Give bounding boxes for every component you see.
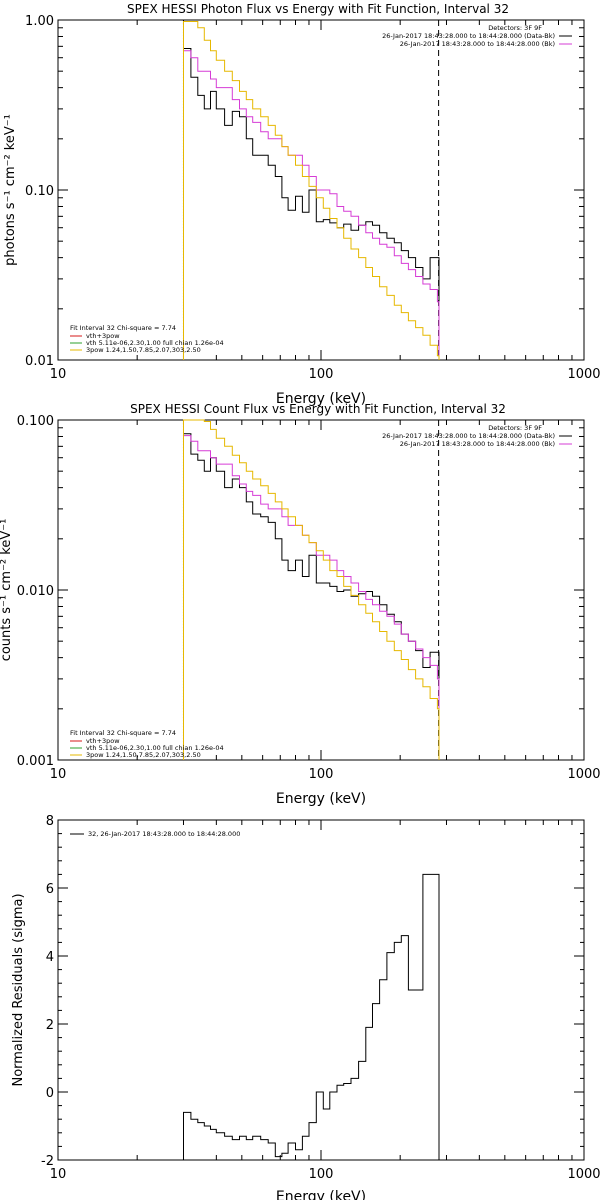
y-axis-label: photons s⁻¹ cm⁻² keV⁻¹ bbox=[3, 114, 18, 266]
plot-frame bbox=[57, 419, 585, 761]
top-legend-entry-label: 26-Jan-2017 18:43:28.000 to 18:44:28.000… bbox=[400, 40, 555, 48]
residuals-panel: Energy (keV) Normalized Residuals (sigma… bbox=[11, 814, 600, 1200]
photon-flux-panel: SPEX HESSI Photon Flux vs Energy with Fi… bbox=[3, 2, 600, 407]
y-tick-label: 1.00 bbox=[25, 14, 54, 29]
x-tick-label: 100 bbox=[309, 1167, 334, 1182]
chart-title: SPEX HESSI Photon Flux vs Energy with Fi… bbox=[127, 2, 509, 16]
y-tick-label: 0.100 bbox=[17, 414, 54, 429]
x-axis-label: Energy (keV) bbox=[276, 1189, 366, 1200]
count-flux-panel: SPEX HESSI Count Flux vs Energy with Fit… bbox=[0, 402, 600, 807]
y-tick-label: -2 bbox=[41, 1154, 54, 1169]
bottom-legend-header: Fit Interval 32 Chi-square = 7.74 bbox=[70, 324, 176, 332]
y-tick-label: 0.001 bbox=[17, 754, 54, 769]
y-tick-label: 6 bbox=[46, 882, 54, 897]
x-axis-label: Energy (keV) bbox=[276, 391, 366, 407]
y-tick-label: 8 bbox=[46, 814, 54, 829]
x-tick-label: 100 bbox=[309, 767, 334, 782]
x-tick-label: 10 bbox=[50, 1167, 67, 1182]
y-tick-label: 0.010 bbox=[17, 584, 54, 599]
x-tick-label: 100 bbox=[309, 367, 334, 382]
bottom-legend-entry-label: vth+3pow bbox=[86, 737, 120, 745]
top-legend: 32, 26-Jan-2017 18:43:28.000 to 18:44:28… bbox=[70, 830, 240, 838]
y-tick-label: 0.01 bbox=[25, 354, 54, 369]
x-tick-label: 1000 bbox=[567, 1167, 600, 1182]
series-step-line bbox=[183, 50, 440, 360]
bottom-legend-entry-label: vth+3pow bbox=[86, 332, 120, 340]
x-axis-label: Energy (keV) bbox=[276, 791, 366, 807]
top-legend-entry-label: 26-Jan-2017 18:43:28.000 to 18:44:28.000… bbox=[382, 432, 555, 440]
axis-ticks: 10 100 1000 -2 0 2 4 6 8 bbox=[41, 814, 600, 1182]
y-tick-label: 2 bbox=[46, 1018, 54, 1033]
plot-frame bbox=[57, 819, 585, 1161]
bottom-legend-entry-label: vth 5.11e-06,2.30,1.00 full chian 1.26e-… bbox=[86, 339, 224, 347]
bottom-legend-entry-label: 3pow 1.24,1.50,7.85,2.07,303,2.50 bbox=[86, 346, 201, 354]
bottom-legend-entry-label: vth 5.11e-06,2.30,1.00 full chian 1.26e-… bbox=[86, 744, 224, 752]
bottom-legend: Fit Interval 32 Chi-square = 7.74 vth+3p… bbox=[70, 729, 224, 759]
data-series bbox=[183, 419, 440, 760]
top-legend-entry-label: 26-Jan-2017 18:43:28.000 to 18:44:28.000… bbox=[382, 32, 555, 40]
top-legend: Detectors: 3F 9F 26-Jan-2017 18:43:28.00… bbox=[382, 424, 572, 448]
series-step-line bbox=[183, 873, 440, 1160]
y-tick-label: 0 bbox=[46, 1086, 54, 1101]
y-axis-label: counts s⁻¹ cm⁻² keV⁻¹ bbox=[0, 519, 14, 662]
y-tick-label: 4 bbox=[46, 950, 54, 965]
axis-ticks: 10 100 1000 0.001 0.010 0.100 bbox=[17, 414, 600, 782]
top-legend: Detectors: 3F 9F 26-Jan-2017 18:43:28.00… bbox=[382, 24, 572, 48]
series-step-line bbox=[183, 433, 440, 760]
series-step-line bbox=[183, 435, 440, 760]
top-legend-entry-label: 32, 26-Jan-2017 18:43:28.000 to 18:44:28… bbox=[88, 830, 240, 838]
series-step-line bbox=[183, 419, 440, 760]
top-legend-header: Detectors: 3F 9F bbox=[488, 424, 542, 432]
series-step-line bbox=[183, 21, 440, 360]
data-series bbox=[183, 21, 440, 360]
chart-title: SPEX HESSI Count Flux vs Energy with Fit… bbox=[130, 402, 506, 416]
y-tick-label: 0.10 bbox=[25, 184, 54, 199]
data-series bbox=[183, 873, 440, 1160]
y-axis-label: Normalized Residuals (sigma) bbox=[11, 893, 26, 1086]
axis-ticks: 10 100 1000 0.01 0.10 1.00 bbox=[25, 14, 600, 382]
x-tick-label: 10 bbox=[50, 767, 67, 782]
bottom-legend-entry-label: 3pow 1.24,1.50,7.85,2.07,303,2.50 bbox=[86, 751, 201, 759]
x-tick-label: 10 bbox=[50, 367, 67, 382]
bottom-legend: Fit Interval 32 Chi-square = 7.74 vth+3p… bbox=[70, 324, 224, 354]
x-tick-label: 1000 bbox=[567, 367, 600, 382]
x-tick-label: 1000 bbox=[567, 767, 600, 782]
top-legend-entry-label: 26-Jan-2017 18:43:28.000 to 18:44:28.000… bbox=[400, 440, 555, 448]
top-legend-header: Detectors: 3F 9F bbox=[488, 24, 542, 32]
bottom-legend-header: Fit Interval 32 Chi-square = 7.74 bbox=[70, 729, 176, 737]
series-step-line bbox=[183, 48, 440, 360]
